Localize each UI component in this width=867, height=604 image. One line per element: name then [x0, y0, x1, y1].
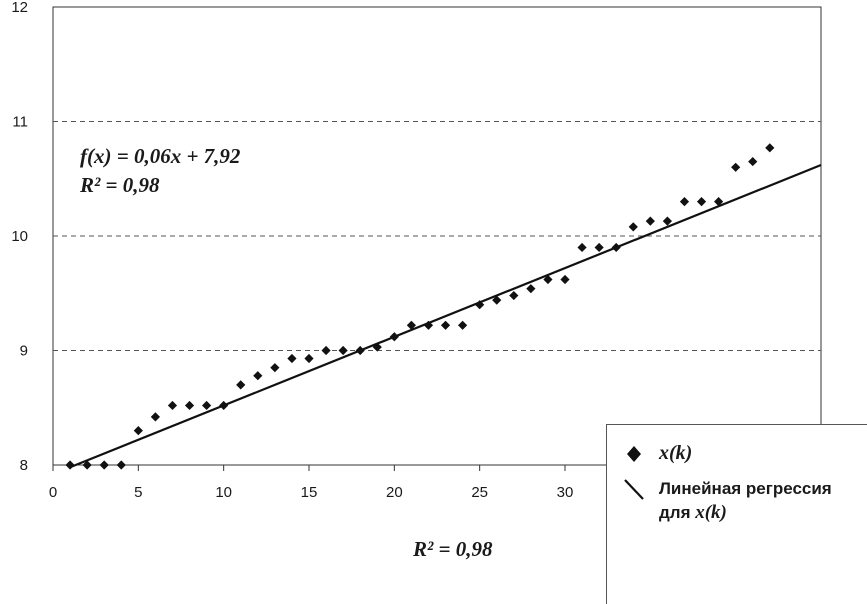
data-point-16	[321, 345, 331, 356]
data-point-37	[679, 197, 690, 207]
regression-line-group	[69, 163, 822, 469]
y-tick-label-9: 9	[20, 343, 28, 360]
data-point-8	[184, 400, 195, 411]
data-point-1	[65, 460, 75, 470]
legend-regression-line1: Линейная регрессия	[659, 479, 832, 498]
data-point-19	[372, 342, 382, 352]
data-point-3	[99, 460, 109, 470]
data-point-30	[560, 274, 570, 285]
data-point-2	[82, 460, 92, 470]
x-tick-label-30: 30	[557, 484, 574, 501]
y-tick-label-10: 10	[11, 228, 28, 245]
equation-annotation: f(x) = 0,06x + 7,92	[80, 144, 241, 168]
data-point-23	[440, 320, 451, 330]
legend-item-regression: Линейная регрессия для x(k)	[621, 477, 832, 525]
data-point-41	[748, 156, 758, 167]
data-point-4	[116, 460, 126, 470]
data-point-32	[594, 242, 604, 253]
data-point-18	[355, 345, 365, 356]
data-point-6	[150, 412, 160, 422]
data-point-11	[236, 380, 246, 390]
x-tick-label-25: 25	[471, 484, 488, 501]
data-point-33	[611, 242, 621, 253]
data-point-13	[270, 363, 280, 373]
legend-label-points: x(k)	[659, 442, 693, 464]
line-marker-icon	[624, 479, 644, 500]
x-tick-label-10: 10	[215, 484, 232, 501]
data-point-25	[475, 300, 485, 310]
data-point-35	[645, 216, 655, 226]
data-point-15	[304, 353, 314, 364]
r2-annotation-top: R² = 0,98	[79, 173, 160, 197]
legend-regression-var: x(k)	[695, 502, 727, 523]
legend-label-regression: Линейная регрессия для x(k)	[659, 477, 832, 525]
data-point-38	[696, 197, 707, 207]
data-point-5	[133, 426, 143, 436]
legend-regression-prefix: для	[659, 503, 696, 522]
data-point-26	[492, 295, 502, 305]
y-tick-label-8: 8	[20, 457, 28, 474]
data-point-10	[219, 400, 229, 411]
x-tick-labels: 0 5 10 15 20 25 30	[49, 484, 574, 501]
data-point-27	[509, 290, 519, 301]
data-point-29	[543, 274, 553, 285]
legend: x(k) Линейная регрессия для x(k)	[606, 424, 867, 604]
data-point-40	[731, 162, 741, 172]
data-point-20	[389, 332, 399, 342]
data-point-34	[628, 222, 638, 232]
data-point-24	[458, 320, 468, 330]
x-tick-label-5: 5	[134, 484, 142, 501]
y-tick-label-11: 11	[12, 114, 28, 131]
diamond-marker-icon	[627, 446, 641, 462]
data-point-31	[577, 242, 587, 253]
regression-line	[69, 163, 822, 469]
data-points	[65, 143, 775, 470]
x-tick-label-15: 15	[301, 484, 318, 501]
data-point-17	[338, 345, 348, 356]
gridlines	[53, 121, 821, 351]
data-point-7	[167, 400, 178, 411]
data-point-9	[202, 400, 212, 411]
data-point-22	[423, 320, 434, 330]
r2-annotation-bottom: R² = 0,98	[412, 537, 493, 561]
y-tick-labels: 8 9 10 11 12	[11, 0, 28, 474]
x-tick-label-0: 0	[49, 484, 57, 501]
data-point-36	[662, 216, 672, 226]
legend-item-points: x(k)	[621, 441, 692, 467]
data-point-21	[406, 320, 416, 330]
legend-regression-line2: для x(k)	[659, 501, 832, 525]
data-point-39	[714, 197, 724, 207]
data-point-14	[287, 353, 297, 364]
data-point-12	[253, 371, 263, 381]
y-tick-label-12: 12	[11, 0, 28, 16]
x-tick-label-20: 20	[386, 484, 403, 501]
data-point-42	[765, 143, 775, 153]
data-point-28	[526, 284, 536, 294]
